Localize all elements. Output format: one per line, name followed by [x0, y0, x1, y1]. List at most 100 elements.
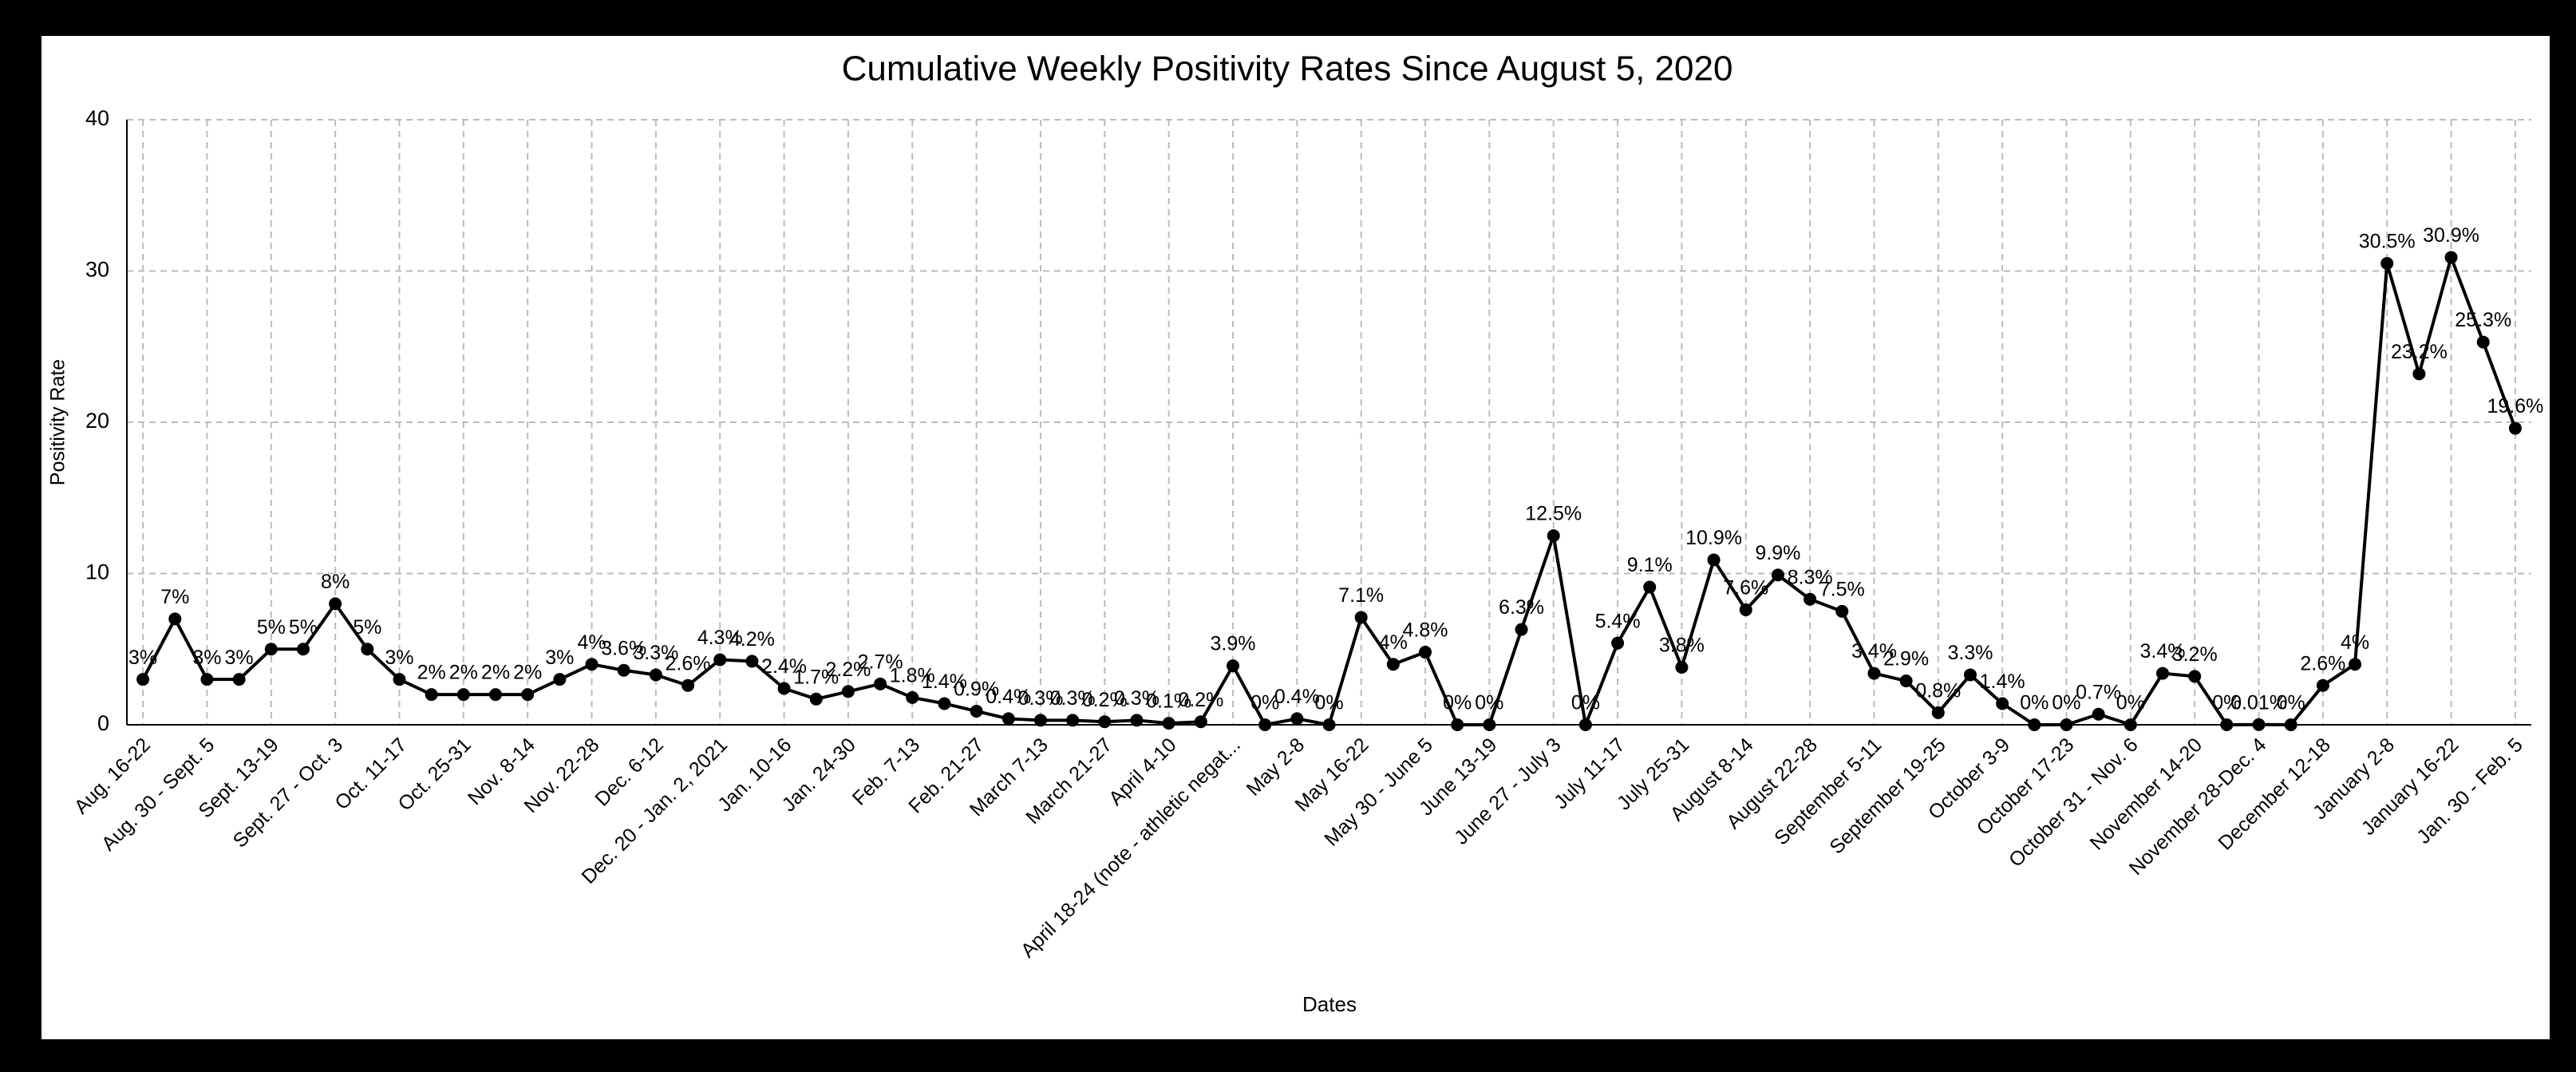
data-label: 3.9% [1210, 633, 1255, 655]
data-label: 2% [417, 662, 446, 684]
data-point [745, 655, 759, 668]
data-point [585, 658, 599, 671]
data-point [168, 612, 182, 626]
data-label: 0% [2020, 692, 2049, 714]
data-point [970, 704, 983, 718]
data-label: 3.2% [2172, 643, 2218, 666]
data-point [2220, 718, 2234, 731]
data-label: 0.2% [1082, 689, 1128, 711]
y-tick-label: 10 [85, 560, 109, 584]
data-label: 5% [289, 616, 318, 639]
data-point [2092, 707, 2105, 721]
data-point [1098, 715, 1112, 729]
data-label: 3% [385, 647, 413, 669]
data-point [2028, 718, 2041, 731]
data-point [874, 677, 887, 690]
data-label: 3.6% [601, 637, 646, 659]
data-point [1739, 603, 1752, 616]
data-point [553, 673, 567, 686]
data-label: 12.5% [1525, 503, 1582, 525]
data-label: 1.7% [793, 666, 839, 688]
data-label: 0.4% [986, 686, 1031, 708]
data-label: 3.8% [1659, 635, 1705, 657]
data-point [1194, 715, 1207, 729]
data-label: 0.4% [1274, 686, 1320, 708]
data-label: 3.4% [1851, 640, 1897, 663]
data-point [2316, 678, 2329, 692]
x-axis-label: Dates [1302, 992, 1357, 1016]
data-label: 3% [192, 647, 221, 669]
data-label: 5% [257, 616, 286, 639]
data-label: 0% [1314, 692, 1343, 714]
data-label: 0.3% [1114, 687, 1160, 710]
data-label: 7.1% [1338, 584, 1384, 607]
data-label: 5% [353, 616, 381, 639]
data-point [1996, 697, 2009, 710]
data-point [1643, 580, 1657, 594]
data-label: 23.2% [2391, 341, 2448, 363]
data-label: 0% [1250, 692, 1279, 714]
data-point [232, 673, 246, 686]
data-point [841, 685, 855, 698]
data-label: 0.01% [2230, 691, 2287, 714]
data-point [2380, 257, 2394, 271]
data-point [2476, 335, 2490, 349]
data-point [488, 688, 502, 702]
data-point [425, 688, 438, 702]
data-label: 0.3% [1050, 687, 1096, 710]
data-label: 30.5% [2359, 231, 2416, 253]
data-label: 3.3% [1947, 642, 1993, 664]
data-label: 19.6% [2487, 395, 2543, 417]
data-label: 1.8% [890, 664, 935, 686]
data-point [1899, 674, 1913, 688]
data-point [1804, 592, 1817, 606]
data-point [521, 688, 535, 702]
data-label: 3% [128, 647, 157, 669]
data-label: 2.2% [825, 659, 871, 681]
data-label: 0% [1571, 692, 1600, 714]
chart-title: Cumulative Weekly Positivity Rates Since… [842, 49, 1733, 89]
data-label: 5.4% [1595, 610, 1641, 632]
data-point [1066, 714, 1080, 727]
data-label: 0.1% [1146, 690, 1191, 713]
data-point [2124, 718, 2137, 731]
data-point [713, 653, 727, 667]
data-point [1419, 646, 1432, 659]
data-label: 0% [1475, 692, 1503, 714]
y-tick-label: 30 [85, 258, 109, 282]
data-point [1322, 718, 1336, 731]
data-point [1547, 529, 1560, 543]
data-point [2444, 251, 2458, 264]
data-label: 2.7% [858, 651, 903, 673]
data-label: 4% [2341, 631, 2369, 654]
y-axis-label: Positivity Rate [47, 359, 69, 485]
data-point [617, 663, 630, 677]
data-point [1386, 658, 1400, 671]
data-label: 7% [160, 586, 189, 608]
data-point [296, 643, 310, 656]
data-point [2349, 658, 2362, 671]
data-label: 2.4% [761, 655, 807, 678]
data-point [2252, 718, 2266, 731]
data-point [1675, 660, 1689, 674]
data-point [329, 597, 342, 611]
data-label: 2.6% [666, 652, 711, 674]
y-tick-label: 40 [85, 106, 109, 130]
y-tick-label: 20 [85, 409, 109, 433]
data-point [361, 643, 374, 656]
data-point [1931, 706, 1945, 719]
data-label: 3.4% [2140, 640, 2186, 663]
data-label: 4.8% [1403, 619, 1448, 642]
data-label: 1.4% [922, 670, 967, 693]
data-point [1130, 714, 1144, 727]
data-label: 3% [225, 647, 254, 669]
data-point [2156, 667, 2170, 680]
data-label: 4.3% [697, 627, 743, 649]
data-label: 4.2% [729, 628, 775, 651]
data-label: 30.9% [2423, 224, 2479, 247]
data-point [1707, 553, 1721, 567]
data-point [200, 673, 214, 686]
data-label: 8% [321, 571, 350, 593]
